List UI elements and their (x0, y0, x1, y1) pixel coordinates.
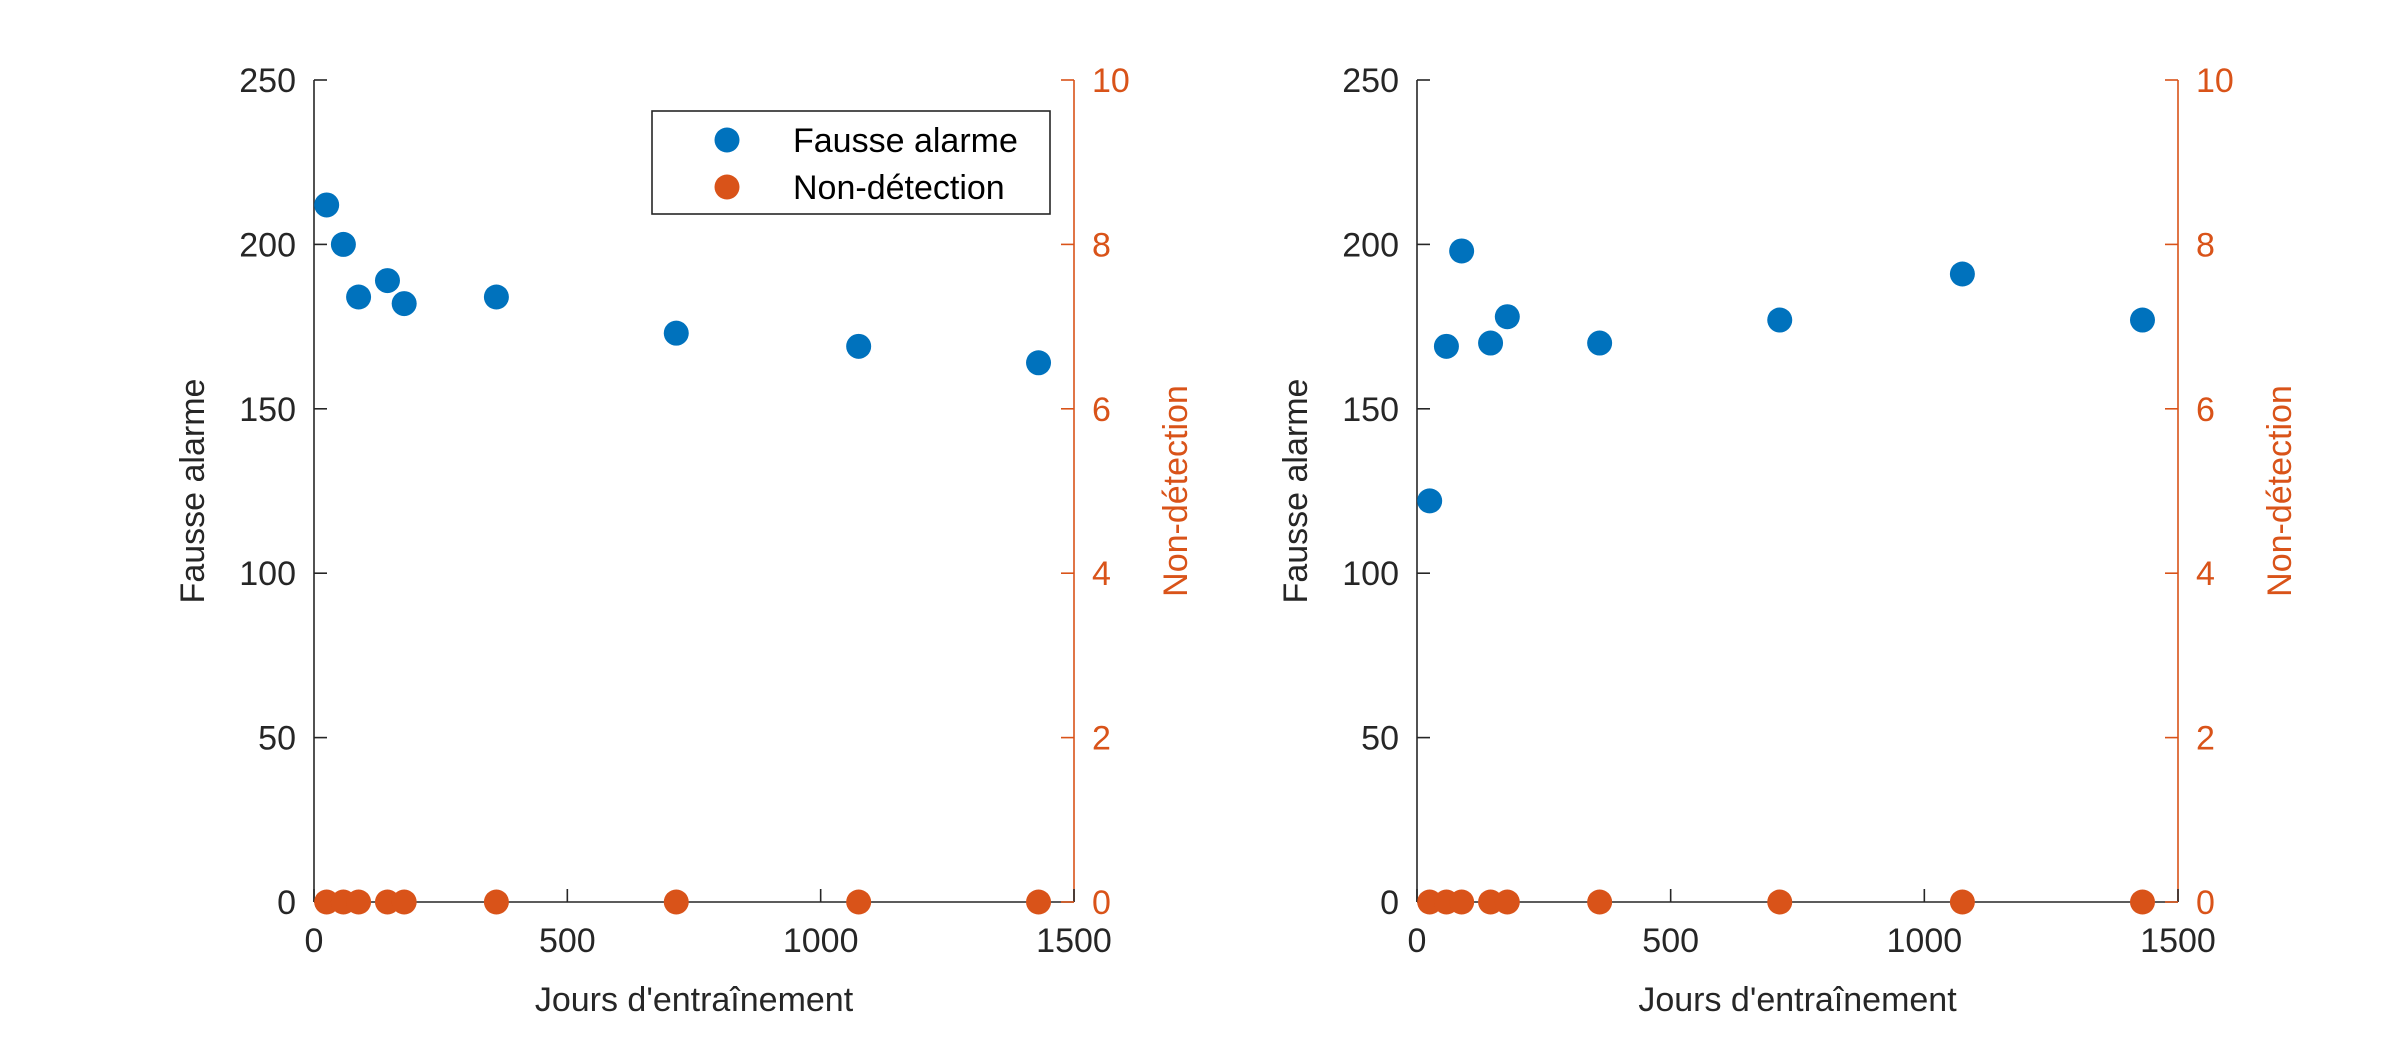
y-right-tick-label: 4 (2196, 555, 2215, 593)
y-right-tick-label: 6 (2196, 391, 2215, 429)
y-left-tick-label: 200 (239, 226, 296, 264)
y-left-tick-label: 150 (1342, 391, 1399, 429)
fausse-alarme-point (1587, 330, 1613, 356)
y-left-tick-label: 250 (1342, 62, 1399, 100)
fausse-alarme-point (1767, 307, 1793, 333)
fausse-alarme-point (1433, 333, 1459, 359)
non-detection-point (483, 889, 509, 915)
non-detection-point (846, 889, 872, 915)
non-detection-point (346, 889, 372, 915)
non-detection-point (663, 889, 689, 915)
non-detection-point (2129, 889, 2155, 915)
non-detection-point (1449, 889, 1475, 915)
y-right-tick-label: 6 (1092, 391, 1111, 429)
y-left-tick-label: 0 (1380, 884, 1399, 922)
y-left-tick-label: 100 (1342, 555, 1399, 593)
chart-panel-2: 0 500 1000 15000501001502002500246810Jours … (1277, 62, 2299, 1019)
fausse-alarme-point (1478, 330, 1504, 356)
fausse-alarme-point (391, 291, 417, 317)
legend-box (651, 110, 1051, 215)
legend-marker (714, 127, 740, 153)
legend-marker (714, 174, 740, 200)
fausse-alarme-point (1417, 488, 1443, 514)
y-axis-right-label: Non-détection (1157, 385, 1195, 597)
x-axis-label: Jours d'entraînement (535, 981, 854, 1019)
y-left-tick-label: 200 (1342, 226, 1399, 264)
y-right-tick-label: 10 (2196, 62, 2234, 100)
y-left-tick-label: 150 (239, 391, 296, 429)
fausse-alarme-point (663, 320, 689, 346)
y-axis-left-label: Fausse alarme (1277, 379, 1315, 604)
x-tick-label: 1500 (1036, 922, 1112, 960)
x-tick-label: 1500 (2140, 922, 2216, 960)
non-detection-point (1767, 889, 1793, 915)
x-tick-label: 500 (539, 922, 596, 960)
x-tick-label: 500 (1642, 922, 1699, 960)
fausse-alarme-point (1026, 350, 1052, 376)
x-tick-label: 1000 (783, 922, 859, 960)
x-tick-label: 1000 (1887, 922, 1963, 960)
y-left-tick-label: 0 (277, 884, 296, 922)
y-axis-right-label: Non-détection (2261, 385, 2299, 597)
legend-label: Non-détection (793, 169, 1005, 207)
x-axis-label: Jours d'entraînement (1638, 981, 1957, 1019)
y-left-tick-label: 50 (258, 720, 296, 758)
fausse-alarme-point (1949, 261, 1975, 287)
y-right-tick-label: 10 (1092, 62, 1130, 100)
fausse-alarme-point (346, 284, 372, 310)
y-right-tick-label: 0 (2196, 884, 2215, 922)
y-right-tick-label: 0 (1092, 884, 1111, 922)
fausse-alarme-point (1449, 238, 1475, 264)
y-right-tick-label: 2 (2196, 720, 2215, 758)
non-detection-point (1949, 889, 1975, 915)
chart-panel-1: 0 500 1000 15000501001502002500246810Jours … (174, 62, 1195, 1019)
fausse-alarme-point (330, 231, 356, 257)
y-right-tick-label: 8 (2196, 226, 2215, 264)
x-tick-label: 0 (1408, 922, 1427, 960)
fausse-alarme-point (374, 268, 400, 294)
y-right-tick-label: 4 (1092, 555, 1111, 593)
non-detection-point (1026, 889, 1052, 915)
y-axis-left-label: Fausse alarme (174, 379, 212, 604)
y-left-tick-label: 50 (1361, 720, 1399, 758)
fausse-alarme-point (1494, 304, 1520, 330)
y-right-tick-label: 2 (1092, 720, 1111, 758)
non-detection-point (1494, 889, 1520, 915)
fausse-alarme-point (846, 333, 872, 359)
fausse-alarme-point (314, 192, 340, 218)
non-detection-point (391, 889, 417, 915)
fausse-alarme-point (483, 284, 509, 310)
non-detection-point (1587, 889, 1613, 915)
y-right-tick-label: 8 (1092, 226, 1111, 264)
y-left-tick-label: 250 (239, 62, 296, 100)
legend: Fausse alarme Non-détection (651, 110, 1051, 215)
fausse-alarme-point (2129, 307, 2155, 333)
x-tick-label: 0 (305, 922, 324, 960)
legend-label: Fausse alarme (793, 122, 1018, 160)
y-left-tick-label: 100 (239, 555, 296, 593)
